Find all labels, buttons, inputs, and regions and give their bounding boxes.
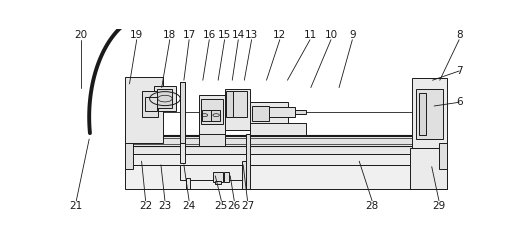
Bar xyxy=(250,102,288,124)
Text: 28: 28 xyxy=(366,201,379,211)
Text: 27: 27 xyxy=(241,201,254,211)
Bar xyxy=(412,78,447,148)
Bar xyxy=(180,165,246,179)
Text: 7: 7 xyxy=(456,66,462,76)
Text: 24: 24 xyxy=(183,201,196,211)
Bar xyxy=(226,91,232,117)
Text: 17: 17 xyxy=(183,30,196,40)
Bar xyxy=(202,110,211,121)
Text: 11: 11 xyxy=(303,30,317,40)
Text: 26: 26 xyxy=(228,201,241,211)
Bar xyxy=(125,165,447,189)
Bar xyxy=(141,91,159,117)
Bar xyxy=(250,123,306,136)
Bar xyxy=(224,172,229,182)
Text: 15: 15 xyxy=(218,30,231,40)
Bar xyxy=(125,143,133,168)
Bar xyxy=(199,134,225,147)
Text: 9: 9 xyxy=(349,30,356,40)
Bar xyxy=(439,143,447,168)
Text: 14: 14 xyxy=(232,30,245,40)
Bar xyxy=(213,172,224,182)
Bar xyxy=(186,178,190,189)
Text: 16: 16 xyxy=(203,30,216,40)
Text: 19: 19 xyxy=(130,30,144,40)
Bar xyxy=(215,181,222,184)
Bar xyxy=(268,107,295,117)
Bar xyxy=(228,91,247,117)
Bar xyxy=(211,110,220,121)
Bar xyxy=(199,95,225,136)
Bar xyxy=(180,82,185,163)
Text: 20: 20 xyxy=(74,30,88,40)
Text: 13: 13 xyxy=(245,30,258,40)
Bar xyxy=(295,110,306,114)
Text: 10: 10 xyxy=(324,30,337,40)
Text: 12: 12 xyxy=(273,30,287,40)
Text: 6: 6 xyxy=(456,97,462,107)
Text: 22: 22 xyxy=(139,201,152,211)
Bar xyxy=(417,89,443,139)
Bar xyxy=(225,89,250,130)
Bar xyxy=(125,136,447,147)
Text: 8: 8 xyxy=(456,30,462,40)
Bar xyxy=(125,76,163,143)
Bar xyxy=(125,154,447,165)
Bar xyxy=(201,99,224,124)
Text: 29: 29 xyxy=(432,201,446,211)
Bar xyxy=(419,93,426,136)
Bar xyxy=(245,134,250,189)
Text: 23: 23 xyxy=(158,201,172,211)
Bar xyxy=(125,147,447,154)
Bar xyxy=(180,82,185,143)
Bar xyxy=(252,106,268,121)
Bar xyxy=(242,161,245,189)
Bar xyxy=(157,89,172,108)
Bar xyxy=(145,97,157,111)
Text: 18: 18 xyxy=(163,30,176,40)
Bar xyxy=(154,86,176,111)
Bar xyxy=(410,148,447,189)
Text: 21: 21 xyxy=(70,201,83,211)
Text: 25: 25 xyxy=(215,201,228,211)
